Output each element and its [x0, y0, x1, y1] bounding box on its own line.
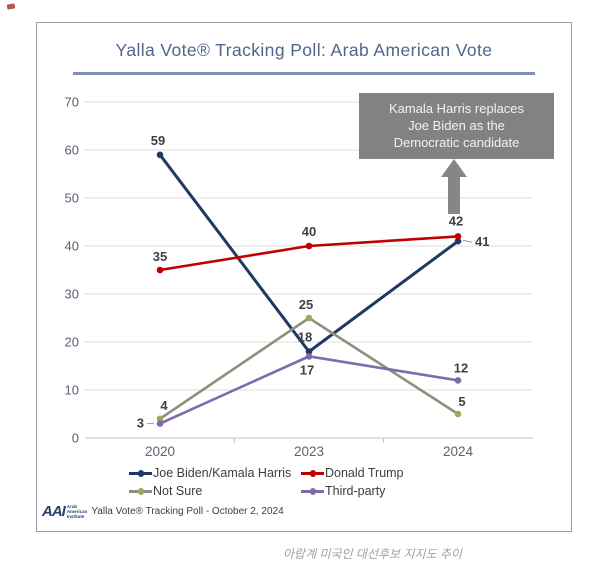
annotation-box: Kamala Harris replaces Joe Biden as the …: [359, 93, 554, 160]
title-divider: [73, 72, 535, 75]
data-label-joe-biden-kamala-harris: 18: [298, 330, 312, 345]
footer: AAI Arab American Institute Yalla Vote® …: [42, 503, 571, 520]
label-leader-line: [462, 239, 473, 243]
y-axis-label: 40: [65, 239, 79, 254]
data-label-donald-trump: 35: [153, 249, 167, 264]
legend-item-not-sure: Not Sure: [129, 484, 301, 498]
aai-logo-subtext: Arab American Institute: [67, 504, 88, 520]
data-label-third-party: 12: [454, 360, 468, 375]
chart-area: 0 10 20 30 40 50 60 70 2020 2023 2024 59 18 41 35 40 42 4…: [37, 80, 570, 460]
data-point-not-sure: [156, 415, 164, 423]
legend-label: Third-party: [325, 484, 386, 498]
data-point-donald-trump: [454, 233, 462, 240]
y-axis-label: 0: [72, 431, 79, 446]
data-label-donald-trump: 42: [449, 213, 463, 228]
y-axis-label: 30: [65, 287, 79, 302]
source-text: Yalla Vote® Tracking Poll - October 2, 2…: [91, 506, 284, 517]
legend-label: Not Sure: [153, 484, 203, 498]
y-axis-label: 60: [65, 143, 79, 158]
korean-caption: 아랍계 미국인 대선후보 지지도 추이: [283, 547, 462, 561]
data-point-third-party: [156, 420, 164, 427]
data-point-third-party: [454, 377, 462, 384]
data-point-donald-trump: [305, 242, 313, 250]
data-point-not-sure: [305, 314, 313, 322]
y-axis-label: 20: [65, 335, 79, 350]
y-axis-label: 70: [65, 95, 79, 110]
up-arrow-icon: [441, 159, 467, 177]
red-scribble-mark: [6, 3, 16, 10]
aai-logo: AAI: [42, 503, 66, 520]
series-line-joe-biden-kamala-harris: [158, 153, 460, 354]
data-label-joe-biden-kamala-harris: 41: [475, 234, 489, 249]
y-axis-label: 50: [65, 191, 79, 206]
legend-label: Joe Biden/Kamala Harris: [153, 466, 292, 480]
data-label-not-sure: 5: [458, 394, 465, 409]
chart-frame: Yalla Vote® Tracking Poll: Arab American…: [36, 22, 572, 532]
data-point-joe-biden-kamala-harris: [156, 151, 164, 159]
data-label-third-party: 17: [300, 362, 314, 377]
data-point-joe-biden-kamala-harris: [305, 348, 313, 355]
data-point-not-sure: [454, 410, 462, 418]
legend-marker-icon: [301, 469, 324, 477]
series-line-donald-trump: [158, 235, 460, 272]
aai-logo-subtext-line: Arab: [66, 503, 78, 509]
aai-logo-subtext-line: American: [66, 508, 88, 514]
data-label-not-sure: 4: [160, 398, 168, 413]
aai-logo-subtext-line: Institute: [66, 514, 85, 520]
x-axis-label: 2020: [145, 444, 175, 459]
x-axis-label: 2024: [443, 444, 474, 459]
legend-item-donald-trump: Donald Trump: [301, 466, 571, 480]
data-point-third-party: [305, 353, 313, 360]
legend-item-third-party: Third-party: [301, 484, 571, 498]
legend-marker-icon: [129, 469, 152, 477]
legend-marker-icon: [301, 487, 324, 495]
x-axis-label: 2023: [294, 444, 324, 459]
data-point-donald-trump: [156, 266, 164, 274]
legend-label: Donald Trump: [325, 466, 404, 480]
data-label-third-party: 3: [137, 416, 144, 431]
data-label-not-sure: 25: [299, 297, 313, 312]
legend-marker-icon: [129, 487, 152, 495]
legend-item-joe-biden-kamala-harris: Joe Biden/Kamala Harris: [129, 466, 301, 480]
y-axis-label: 10: [65, 383, 79, 398]
data-label-donald-trump: 40: [302, 224, 316, 239]
chart-title: Yalla Vote® Tracking Poll: Arab American…: [115, 40, 493, 60]
data-point-joe-biden-kamala-harris: [454, 237, 462, 245]
data-label-joe-biden-kamala-harris: 59: [151, 133, 165, 148]
chart-legend: Joe Biden/Kamala Harris Donald Trump Not S…: [129, 466, 571, 498]
up-arrow-shaft: [448, 176, 460, 214]
